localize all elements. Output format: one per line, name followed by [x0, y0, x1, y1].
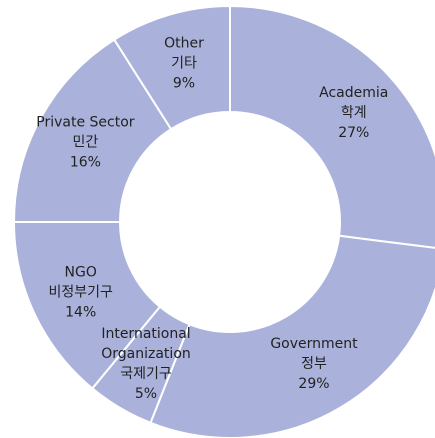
slice: [229, 4, 435, 249]
value-label: 9%: [173, 76, 195, 92]
category-label: Other: [164, 36, 204, 52]
sublabel: 비정부기구: [49, 284, 114, 300]
category-label: International: [101, 326, 190, 342]
sublabel: 학계: [341, 105, 367, 121]
slice: [149, 234, 435, 438]
category-label: Organization: [101, 346, 191, 362]
sublabel: 기타: [171, 56, 197, 72]
value-label: 14%: [65, 304, 96, 320]
slice: [12, 38, 173, 223]
slice: [112, 4, 231, 131]
sublabel: 국제기구: [120, 366, 172, 382]
category-label: Academia: [319, 85, 388, 101]
value-label: 5%: [135, 386, 157, 402]
category-label: NGO: [65, 264, 97, 280]
value-label: 27%: [338, 125, 369, 141]
category-label: Government: [270, 336, 358, 352]
value-label: 16%: [70, 155, 101, 171]
value-label: 29%: [298, 376, 329, 392]
sublabel: 민간: [73, 135, 99, 151]
category-label: Private Sector: [36, 115, 135, 131]
sublabel: 정부: [301, 356, 327, 372]
